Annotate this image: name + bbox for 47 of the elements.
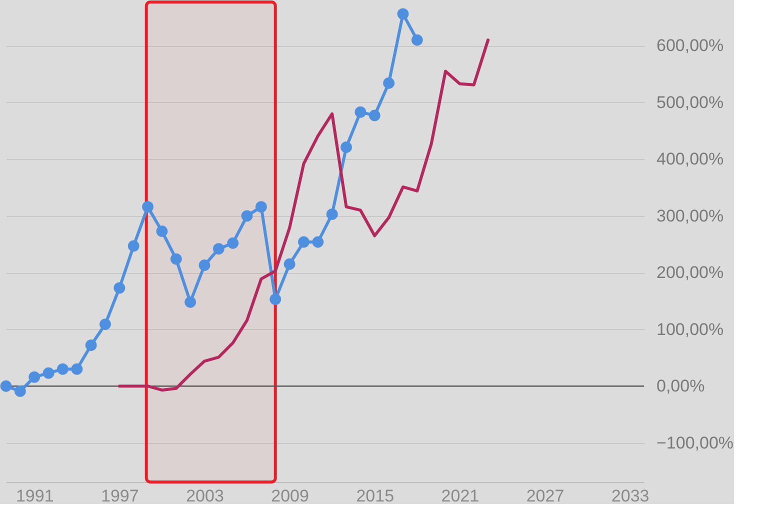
y-tick-label: 500,00% [656,92,724,112]
point [227,237,239,249]
x-tick-label: 2009 [271,486,309,506]
point [128,240,140,252]
point [354,106,366,118]
point [312,236,324,248]
point [142,201,154,213]
point [212,243,224,254]
point [28,371,40,383]
point [71,363,83,375]
point [85,340,97,351]
point [340,142,352,153]
x-tick-label: 1997 [101,486,139,506]
point [198,260,210,271]
point [184,296,196,308]
y-tick-label: −100,00% [656,433,734,452]
point [256,201,267,213]
point [284,258,296,270]
x-tick-label: 2033 [611,486,650,506]
y-tick-label: 0,00% [656,376,705,396]
x-tick-label: 2021 [441,486,480,506]
point [0,380,12,392]
point [170,253,182,265]
point [42,367,54,379]
point [298,236,310,248]
y-tick-label: 300,00% [656,206,724,226]
point [57,363,68,375]
point [383,77,394,89]
point [270,294,282,305]
point [326,208,338,220]
point [397,8,409,20]
point [368,110,380,122]
point [14,386,26,397]
y-tick-label: 200,00% [656,263,724,282]
point [241,210,253,222]
x-tick-label: 2015 [356,486,394,506]
y-tick-label: 600,00% [656,36,724,56]
x-tick-label: 2003 [186,486,224,506]
y-tick-label: 400,00% [656,150,724,169]
x-tick-label: 2027 [526,486,564,506]
y-tick-label: 100,00% [656,320,724,339]
point [156,226,168,237]
line-series [118,38,490,392]
point [114,282,126,294]
point [100,318,111,330]
point [411,34,423,46]
x-tick-label: 1991 [16,486,54,506]
